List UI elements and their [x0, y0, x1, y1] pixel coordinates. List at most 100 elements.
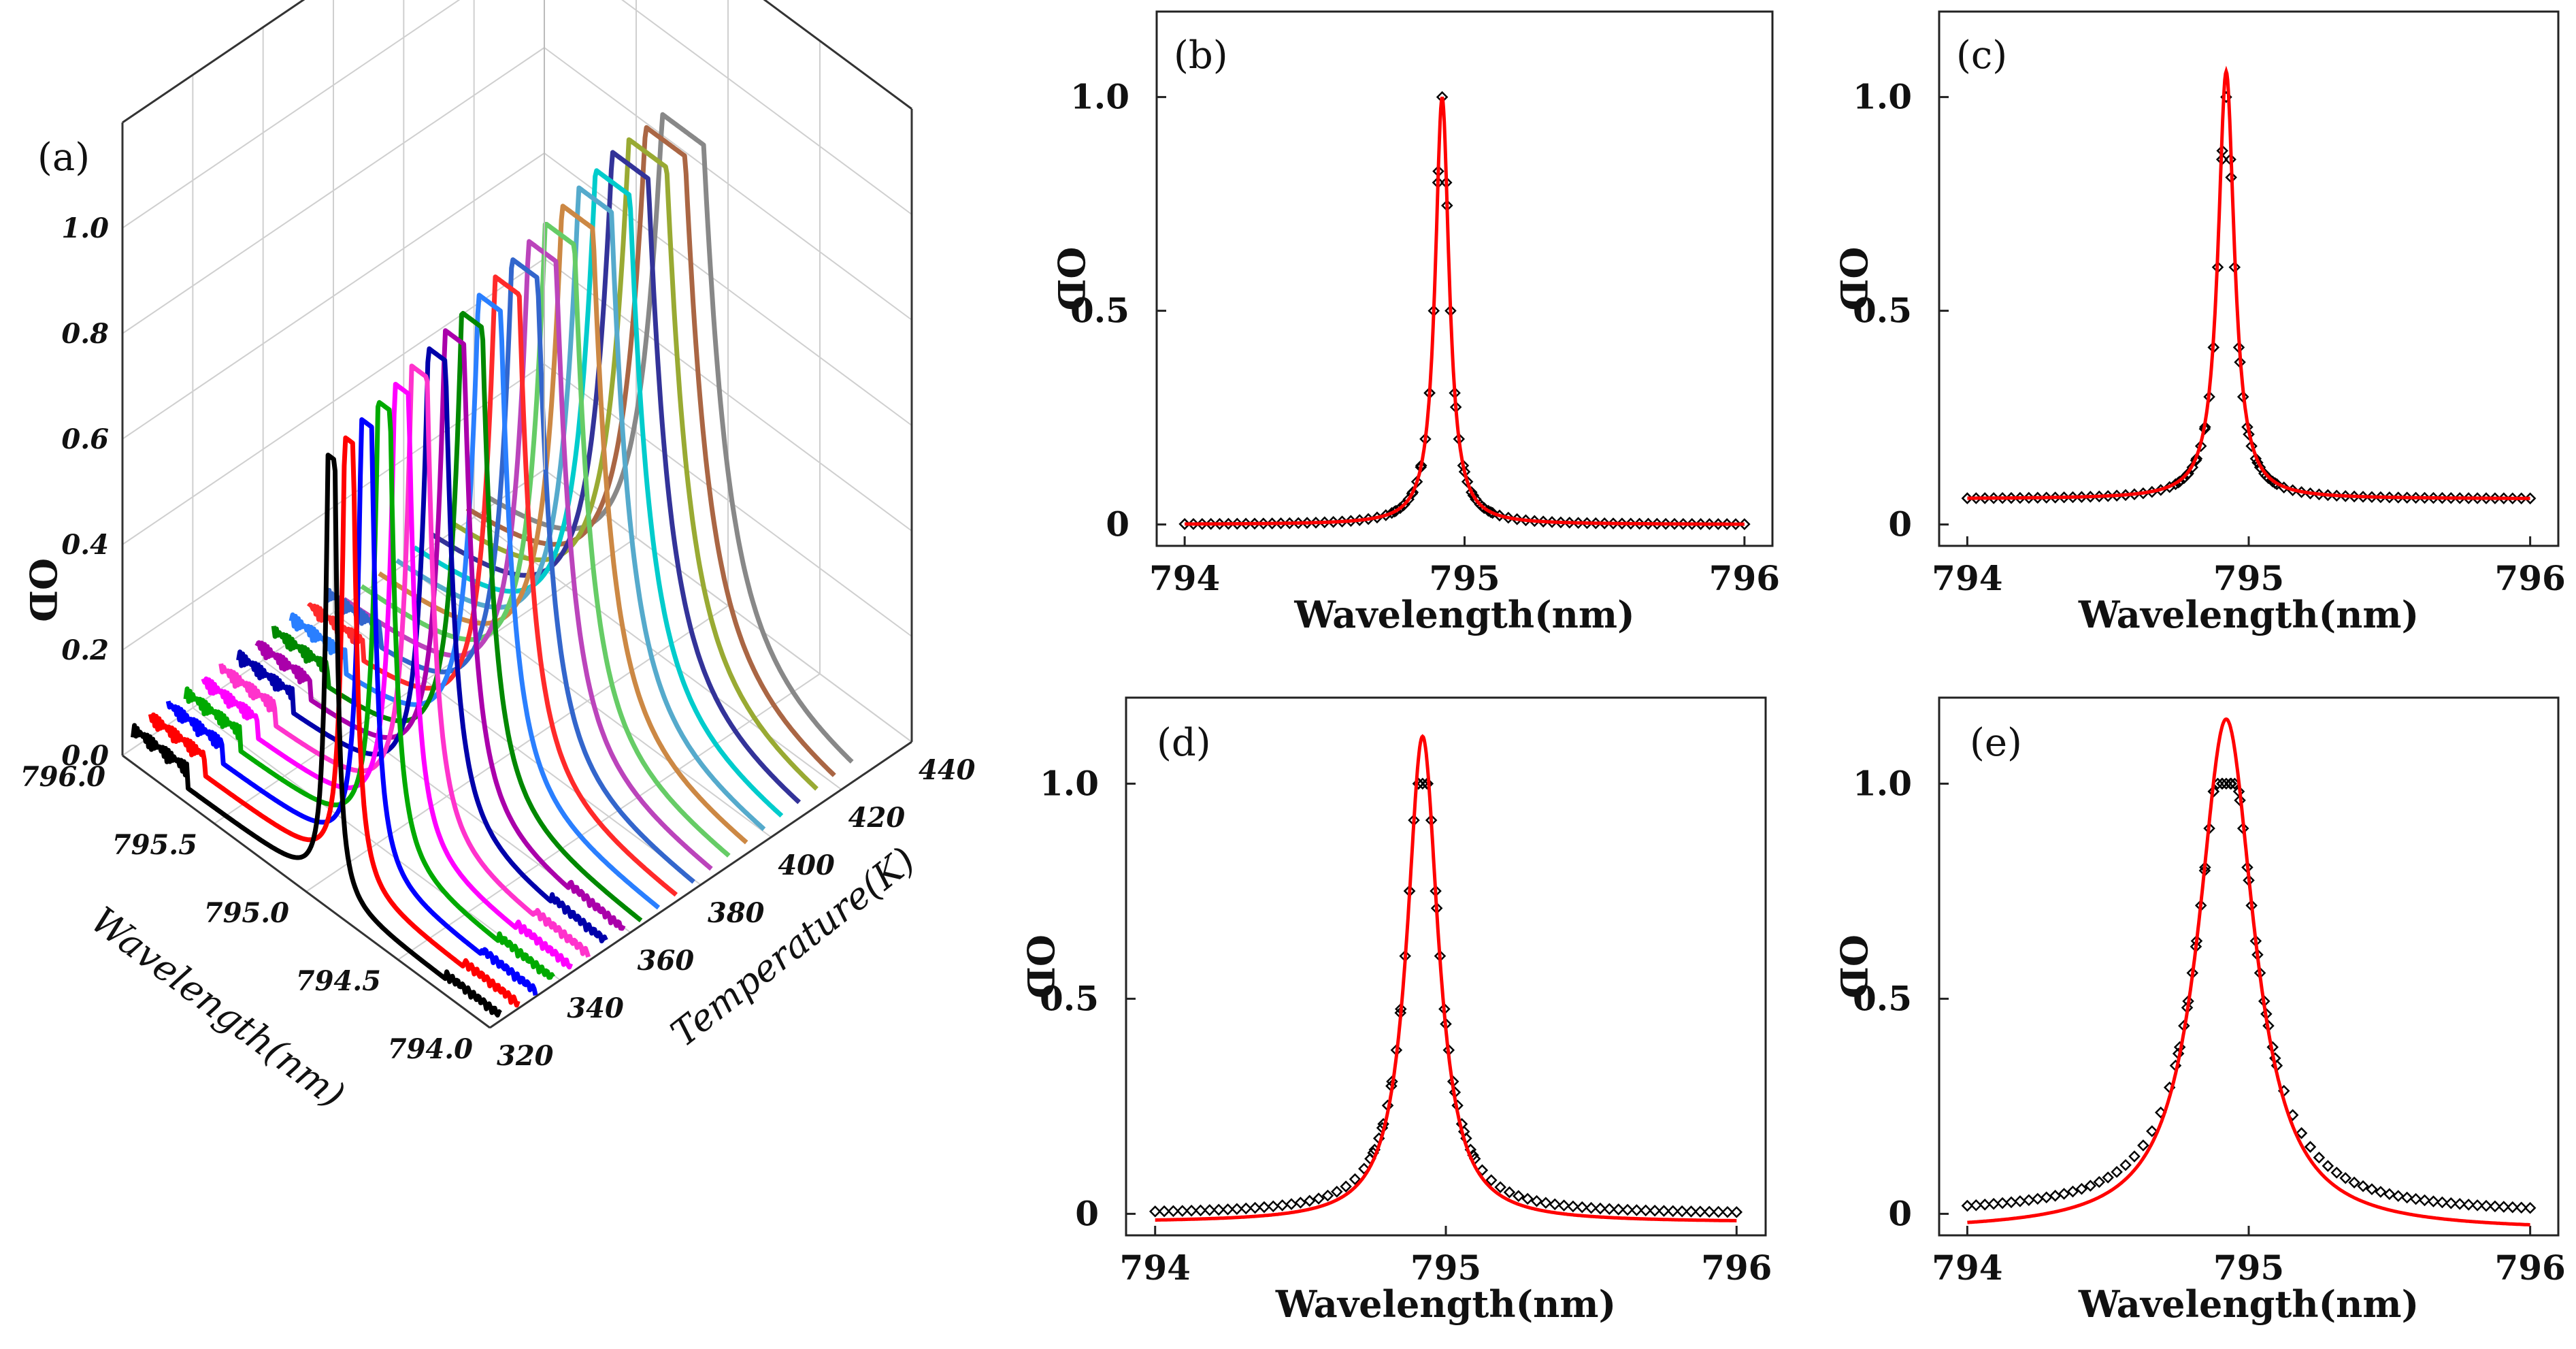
data-point — [2058, 1188, 2070, 1200]
data-point — [2498, 1201, 2510, 1213]
data-point — [1649, 1205, 1661, 1217]
box-edge — [122, 0, 306, 124]
x-tick-label: 795 — [1410, 1248, 1481, 1288]
x-axis-label: Wavelength(nm) — [1275, 1282, 1616, 1326]
x-tick-label: 796 — [1701, 1248, 1772, 1288]
wall-gridline — [621, 0, 912, 215]
data-point — [1987, 1198, 2000, 1210]
data-point — [2093, 1175, 2106, 1188]
data-point — [1594, 1202, 1606, 1215]
data-point — [1970, 1199, 1983, 1212]
temperature-tick-label: 360 — [638, 945, 695, 977]
panel-a-axes — [121, 0, 913, 1029]
wall-gridline — [544, 47, 912, 321]
x-tick-label: 794 — [1932, 1248, 2002, 1288]
y-tick-label: 0.5 — [1853, 978, 1912, 1018]
data-point — [1294, 1197, 1307, 1209]
wavelength-tick-label: 795.5 — [112, 829, 197, 861]
data-point — [1176, 1205, 1189, 1217]
x-axis-label: Wavelength(nm) — [1293, 593, 1634, 636]
waterfall-trace — [378, 204, 748, 845]
waterfall-trace — [271, 310, 643, 923]
data-point — [1639, 1204, 1652, 1217]
data-point — [2322, 1160, 2334, 1172]
data-point — [1676, 1205, 1688, 1218]
data-point — [2295, 1127, 2308, 1139]
x-tick-label: 796 — [1709, 558, 1780, 598]
data-point — [2330, 1167, 2343, 1179]
x-tick-label: 796 — [2494, 558, 2565, 598]
data-point — [2014, 1195, 2026, 1207]
data-point — [2190, 453, 2203, 465]
data-point — [2418, 1194, 2431, 1207]
data-point — [2524, 1202, 2537, 1214]
data-point — [1557, 1199, 1570, 1212]
data-point — [1667, 1205, 1679, 1218]
waterfall-trace — [131, 453, 502, 1018]
box-edge — [763, 0, 912, 110]
data-point — [1630, 1204, 1643, 1216]
data-point — [1158, 1205, 1170, 1218]
data-point — [2251, 456, 2264, 469]
data-point — [1513, 1190, 1525, 1202]
waterfall-trace — [360, 222, 731, 858]
data-point — [1657, 1205, 1670, 1217]
panel-a-traces — [131, 112, 854, 1018]
waterfall-trace — [183, 400, 555, 980]
waterfall-trace — [395, 185, 766, 831]
data-point — [2515, 1201, 2528, 1214]
wall-gridline — [122, 469, 545, 756]
data-point — [2313, 1151, 2326, 1164]
fit-curve — [1155, 734, 1737, 1222]
y-tick-label: 1.0 — [1853, 77, 1912, 117]
data-point — [2445, 1197, 2458, 1209]
temperature-tick-label: 320 — [497, 1040, 554, 1072]
data-point — [1331, 1186, 1343, 1198]
data-point — [1521, 1192, 1534, 1205]
data-point — [2462, 1199, 2475, 1211]
data-point — [1503, 1186, 1516, 1199]
data-point — [2128, 1150, 2141, 1163]
od-tick-label: 0.4 — [61, 529, 109, 561]
data-point — [2194, 440, 2207, 453]
data-point — [2339, 1172, 2351, 1184]
y-tick-label: 0.5 — [1040, 978, 1099, 1018]
waterfall-trace — [218, 363, 591, 958]
od-tick-label: 0.8 — [61, 318, 109, 350]
x-tick-label: 794 — [1932, 558, 2002, 598]
data-point — [1685, 1205, 1698, 1218]
data-point — [1466, 486, 1478, 498]
wall-gridline — [544, 363, 912, 637]
data-point — [1303, 1194, 1316, 1207]
waterfall-trace — [148, 435, 521, 1008]
data-point — [1321, 1189, 1334, 1202]
data-point — [1249, 1201, 1261, 1214]
y-tick-label: 0 — [1075, 1193, 1099, 1233]
data-point — [1340, 1180, 1352, 1193]
panel-c-od-spectrum: 794 795 796 0 0.5 1.0 Wavelength(nm) OD (c) — [1832, 10, 2566, 636]
wall-gridline — [544, 152, 912, 426]
data-point — [2357, 1180, 2369, 1192]
data-point — [2304, 1141, 2317, 1153]
data-point — [1476, 1164, 1489, 1177]
data-point — [1349, 1173, 1361, 1186]
data-point — [1267, 1200, 1280, 1213]
od-tick-label: 0.0 — [61, 740, 109, 772]
data-point — [2400, 1191, 2413, 1204]
data-point — [2383, 1188, 2396, 1201]
data-point — [1996, 1197, 2009, 1209]
data-point — [2216, 777, 2228, 790]
data-point — [1149, 1205, 1161, 1218]
data-point — [2409, 1192, 2422, 1205]
data-point — [2243, 428, 2255, 440]
data-point — [1567, 1200, 1579, 1213]
panel-a-od-axis-label: OD — [21, 558, 65, 622]
wall-gridline — [122, 258, 545, 545]
waterfall-trace — [165, 417, 538, 996]
data-point — [2249, 453, 2262, 465]
data-point — [2102, 1171, 2114, 1184]
data-point — [2489, 1200, 2501, 1213]
data-point — [1961, 1199, 1974, 1212]
y-tick-label: 0.5 — [1853, 291, 1912, 331]
